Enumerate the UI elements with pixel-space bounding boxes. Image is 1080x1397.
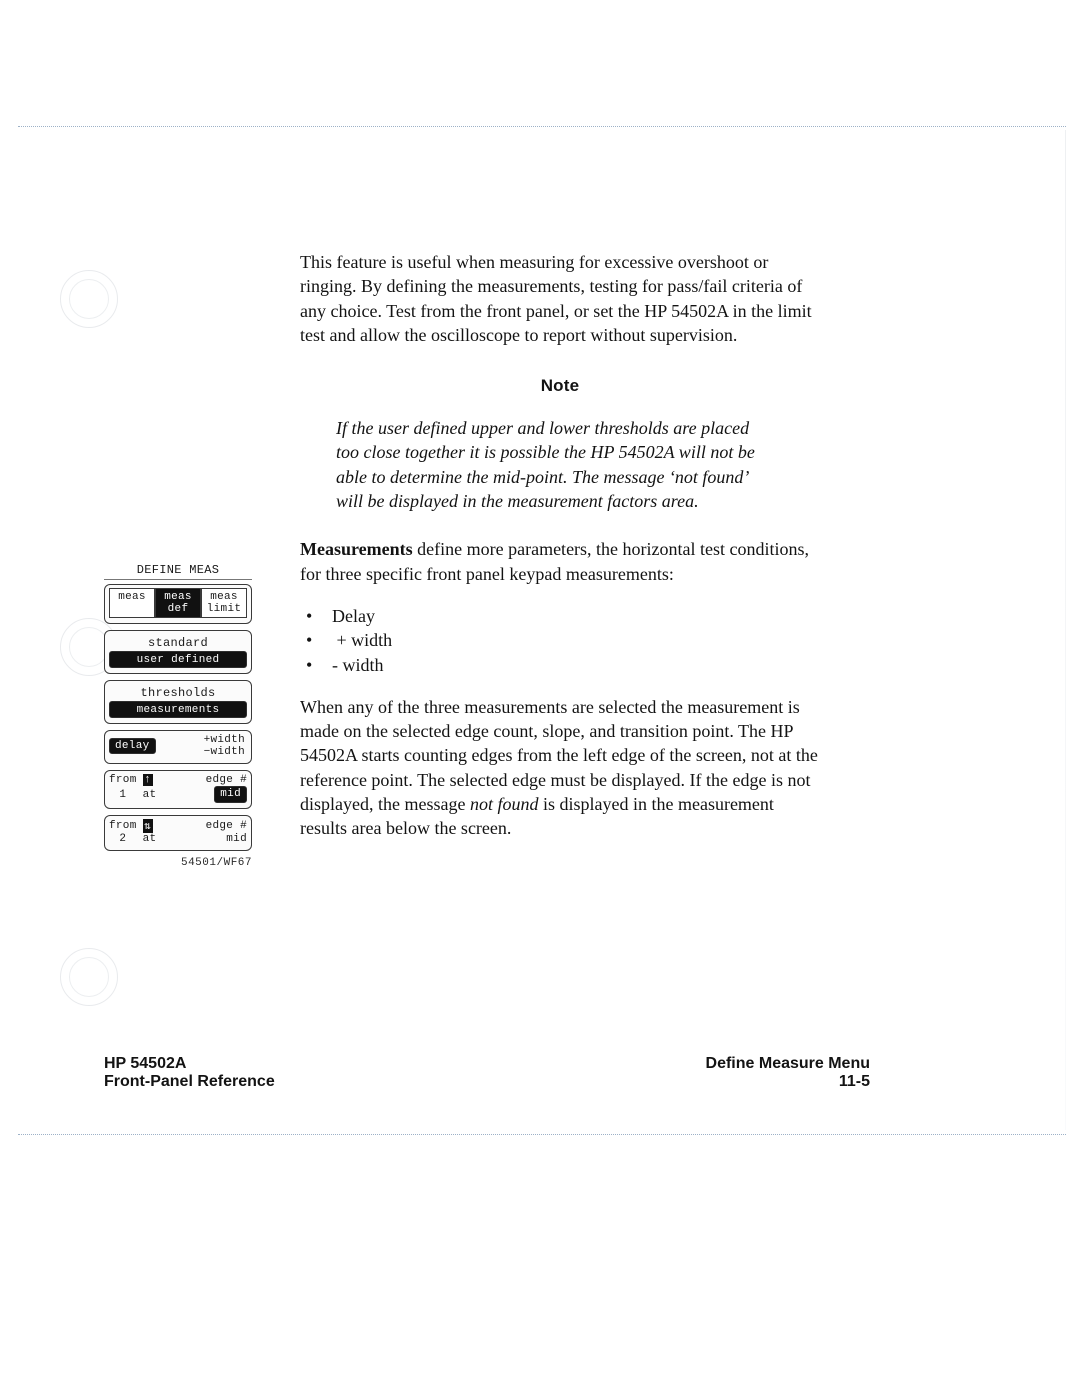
measurements-body: When any of the three measurements are s… <box>300 695 820 841</box>
softkey-measurements[interactable]: measurements <box>109 701 247 718</box>
panel-row-6: from ⇅ edge # 2 at mid <box>104 815 252 851</box>
at-label: at <box>143 789 157 801</box>
softkey-label: −width <box>204 746 245 758</box>
page-rule-bottom <box>18 1134 1066 1135</box>
from-label: from <box>109 774 137 786</box>
body-column: This feature is useful when measuring fo… <box>300 232 820 859</box>
softkey-label: def <box>158 604 198 616</box>
page-footer: HP 54502A Front-Panel Reference Define M… <box>104 1055 870 1091</box>
softkey-meas[interactable]: meas <box>109 588 155 618</box>
arrow-up-icon: ↑ <box>143 774 153 786</box>
footer-left-bottom: Front-Panel Reference <box>104 1073 275 1091</box>
footer-left-top: HP 54502A <box>104 1055 275 1073</box>
softkey-label: limit <box>204 604 244 616</box>
panel-row-1: meas meas def meas limit <box>104 584 252 624</box>
softkey-label: meas <box>158 592 198 604</box>
softkey-label: meas <box>204 592 244 604</box>
list-item: + width <box>306 628 820 652</box>
edge-number: 1 <box>109 789 137 801</box>
footer-right-top: Define Measure Menu <box>706 1055 870 1073</box>
edge-number: 2 <box>109 833 137 845</box>
edge-label: edge # <box>163 820 247 832</box>
softkey-standard[interactable]: standard <box>109 634 247 651</box>
measurement-bullets: Delay + width - width <box>306 604 820 677</box>
page-number: 11-5 <box>706 1073 870 1091</box>
note-heading: Note <box>300 375 820 398</box>
softkey-label: +width <box>204 734 245 746</box>
panel-row-5: from ↑ edge # 1 at mid <box>104 770 252 808</box>
bullet-text: + width <box>332 630 392 650</box>
note-body: If the user defined upper and lower thre… <box>336 416 766 513</box>
intro-paragraph: This feature is useful when measuring fo… <box>300 250 820 347</box>
panel-row-4: delay +width −width <box>104 730 252 764</box>
binder-ring <box>60 270 118 328</box>
mid-label: mid <box>226 833 247 845</box>
footer-right: Define Measure Menu 11-5 <box>706 1055 870 1091</box>
measurements-lead-strong: Measurements <box>300 539 413 559</box>
at-label: at <box>143 833 157 845</box>
bullet-text: - width <box>332 655 384 675</box>
softkey-panel: DEFINE MEAS meas meas def meas limit sta… <box>104 563 252 869</box>
panel-row-3: thresholds measurements <box>104 680 252 724</box>
meas-body-em: not found <box>470 794 539 814</box>
from-label: from <box>109 820 137 832</box>
mid-selected[interactable]: mid <box>214 786 247 802</box>
panel-title: DEFINE MEAS <box>104 563 252 580</box>
page-right-edge <box>1065 130 1066 1130</box>
list-item: Delay <box>306 604 820 628</box>
softkey-thresholds[interactable]: thresholds <box>109 684 247 701</box>
footer-left: HP 54502A Front-Panel Reference <box>104 1055 275 1091</box>
softkey-width-options[interactable]: +width −width <box>204 734 247 758</box>
softkey-meas-limit[interactable]: meas limit <box>201 588 247 618</box>
measurements-lead: Measurements define more parameters, the… <box>300 537 820 586</box>
panel-row-2: standard user defined <box>104 630 252 674</box>
softkey-meas-def[interactable]: meas def <box>155 588 201 618</box>
softkey-user-defined[interactable]: user defined <box>109 651 247 668</box>
edge-label: edge # <box>163 774 247 786</box>
bullet-text: Delay <box>332 606 375 626</box>
binder-ring <box>60 948 118 1006</box>
softkey-delay[interactable]: delay <box>109 738 156 754</box>
figure-reference: 54501/WF67 <box>104 857 252 869</box>
list-item: - width <box>306 653 820 677</box>
arrow-both-icon: ⇅ <box>143 819 153 833</box>
